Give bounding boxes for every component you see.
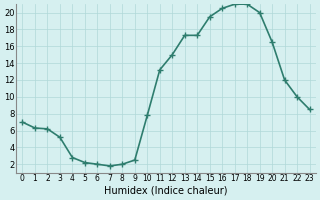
- X-axis label: Humidex (Indice chaleur): Humidex (Indice chaleur): [104, 186, 228, 196]
